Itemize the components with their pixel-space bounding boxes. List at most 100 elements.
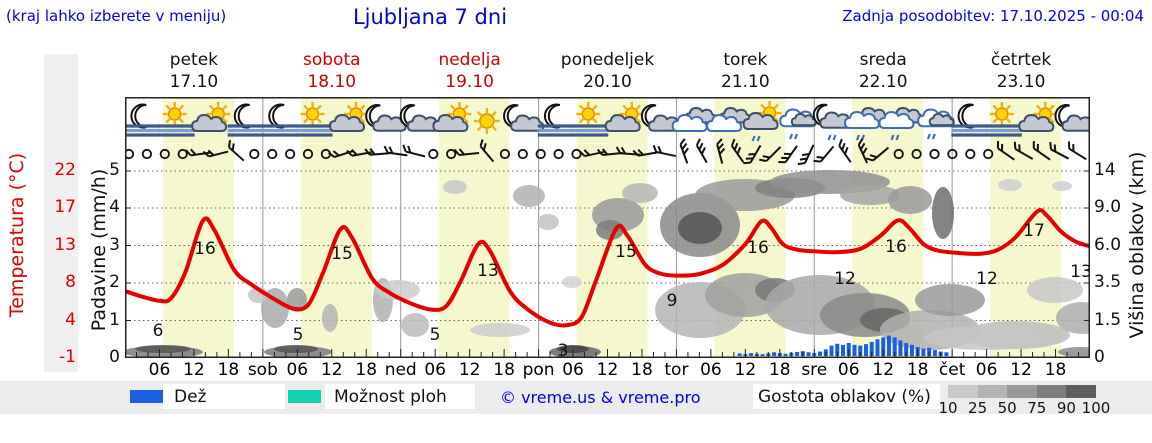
rain-marks — [890, 134, 895, 141]
sun-ray — [491, 125, 497, 132]
wind-barb-icon — [227, 140, 245, 162]
sun-disc — [581, 107, 596, 121]
wind-calm-icon — [965, 148, 976, 160]
location-menu-hint: (kraj lahko izberete v meniju) — [6, 7, 227, 25]
sun-disc — [305, 107, 320, 121]
precip-tick-label: 4 — [109, 197, 120, 217]
wind-barb-icon — [328, 149, 354, 159]
cloud-cover-blob — [443, 180, 467, 194]
cloud-cover-blob — [1058, 347, 1090, 357]
rain-marks — [756, 135, 761, 142]
temp-tick-label: 4 — [65, 309, 76, 330]
temp-minmax-label: 15 — [615, 242, 637, 262]
precip-bar — [909, 344, 914, 356]
precip-bar — [749, 353, 754, 356]
cloud-height-tick-label: 14 — [1094, 160, 1116, 180]
sun-ray — [360, 118, 366, 124]
precip-bar — [869, 341, 874, 356]
temp-tick-label: -1 — [59, 346, 76, 367]
sun-ray — [165, 104, 171, 110]
density-gradient-tick: 90 — [1056, 399, 1076, 417]
wind-calm-icon — [159, 148, 170, 160]
wind-barb-icon — [1068, 141, 1087, 161]
density-gradient-tick: 50 — [997, 399, 1017, 417]
precip-bar — [881, 337, 886, 356]
rain-legend-box — [163, 384, 285, 409]
cloud-height-tick-label: 0 — [1094, 346, 1105, 367]
weather-icon-sun-cloud — [604, 102, 644, 132]
sun-ray — [592, 104, 598, 110]
wind-calm-icon — [267, 148, 278, 160]
wind-barb-icon — [813, 145, 835, 163]
rain-legend-label: Dež — [174, 387, 207, 407]
wind-calm-icon — [249, 148, 260, 160]
sun-ray — [316, 104, 322, 110]
precip-bar — [829, 345, 834, 356]
wind-barb-icon — [730, 138, 745, 163]
cloud-shape — [878, 111, 915, 129]
plot-frame — [125, 97, 1090, 358]
precip-bar — [858, 345, 863, 356]
weather-icon-moon-fog — [227, 103, 264, 137]
x-axis-label: pon — [522, 360, 555, 380]
temp-minmax-label: 13 — [477, 261, 499, 281]
wind-barb-icon — [838, 138, 852, 163]
cloud-cover-blob — [470, 323, 530, 337]
wind-barb-icon — [695, 138, 708, 164]
wind-calm-icon — [911, 148, 922, 160]
x-axis-label: sre — [801, 360, 828, 380]
day-name: sreda — [859, 50, 907, 70]
sun-disc — [167, 107, 182, 121]
temp-minmax-label: 12 — [976, 269, 998, 289]
sun-ray — [592, 118, 598, 124]
x-axis-label: 06 — [975, 360, 998, 380]
cloud-shape — [742, 112, 779, 130]
temp-tick-label: 22 — [54, 160, 76, 180]
x-axis-label: 06 — [562, 360, 584, 380]
cloud-cover-blob — [135, 345, 191, 353]
weather-icon-sun-cloud — [329, 102, 369, 132]
sun-ray — [476, 110, 483, 117]
copyright-link[interactable]: © vreme.us & vreme.pro — [500, 388, 701, 407]
wind-barb-icon — [383, 145, 408, 157]
sun-ray — [1005, 118, 1012, 124]
precip-bar — [892, 337, 897, 356]
temp-minmax-label: 15 — [331, 244, 353, 264]
temp-tick-label: 8 — [65, 272, 76, 292]
wind-calm-icon — [499, 148, 510, 160]
wind-calm-icon — [428, 148, 439, 160]
rain-marks — [832, 134, 837, 141]
weather-icon-moon-cloud — [365, 104, 407, 132]
moon-crescent — [130, 103, 147, 129]
day-date: 23.10 — [996, 72, 1046, 92]
x-axis-label: 18 — [906, 360, 929, 380]
sun-ray — [476, 125, 483, 132]
sun-ray — [178, 118, 185, 124]
weather-icon-sun-cloud-rain — [742, 101, 782, 142]
temp-axis-background — [44, 54, 78, 372]
cloud-cover-blob — [562, 276, 582, 288]
cloud-density-box — [753, 384, 940, 409]
temp-minmax-label: 16 — [885, 237, 907, 257]
weather-icon-sun-fog — [572, 102, 609, 137]
x-axis-label: 06 — [837, 360, 860, 380]
sun-disc — [995, 107, 1009, 121]
precip-bar — [737, 353, 742, 356]
wind-calm-icon — [947, 148, 958, 160]
precip-bar — [760, 354, 765, 356]
cloud-cover-blob — [1056, 302, 1090, 334]
rain-legend-swatch — [130, 390, 163, 403]
cloud-cover-blob — [840, 185, 900, 205]
cloud-shape — [604, 114, 641, 132]
weather-icon-moon-fog — [125, 103, 161, 137]
sun-ray — [463, 104, 469, 110]
cloud-cover-blob — [622, 183, 658, 203]
precip-bar — [772, 352, 777, 356]
precip-bar — [898, 340, 903, 356]
precip-bar — [841, 344, 846, 356]
sun-ray — [165, 118, 171, 124]
rain-marks — [751, 135, 756, 142]
wind-barb-icon — [759, 146, 782, 163]
precip-bar — [921, 348, 926, 356]
wind-barb-icon — [479, 139, 495, 163]
